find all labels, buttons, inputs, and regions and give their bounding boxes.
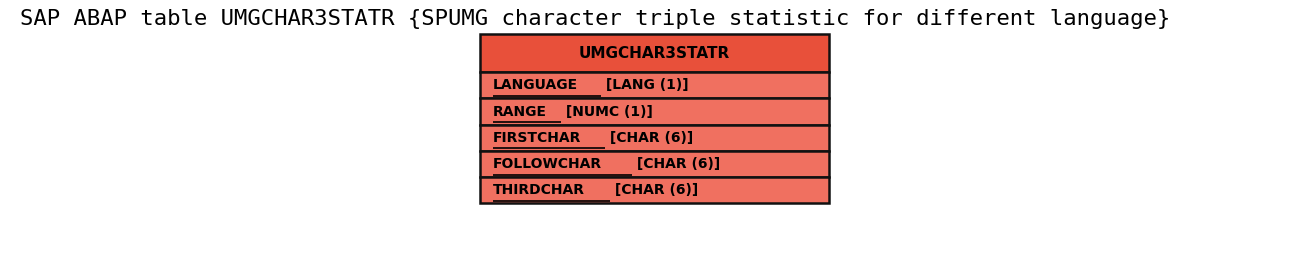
FancyBboxPatch shape xyxy=(479,177,830,203)
FancyBboxPatch shape xyxy=(479,98,830,125)
FancyBboxPatch shape xyxy=(479,72,830,98)
FancyBboxPatch shape xyxy=(479,125,830,151)
FancyBboxPatch shape xyxy=(479,34,830,72)
Text: FOLLOWCHAR: FOLLOWCHAR xyxy=(492,157,602,171)
Text: FIRSTCHAR: FIRSTCHAR xyxy=(492,131,581,145)
Text: LANGUAGE: LANGUAGE xyxy=(492,78,577,92)
FancyBboxPatch shape xyxy=(479,151,830,177)
Text: [LANG (1)]: [LANG (1)] xyxy=(601,78,689,92)
Text: [CHAR (6)]: [CHAR (6)] xyxy=(632,157,720,171)
Text: [CHAR (6)]: [CHAR (6)] xyxy=(610,183,698,197)
Text: UMGCHAR3STATR: UMGCHAR3STATR xyxy=(579,46,730,61)
Text: [NUMC (1)]: [NUMC (1)] xyxy=(562,104,653,118)
Text: THIRDCHAR: THIRDCHAR xyxy=(492,183,585,197)
Text: SAP ABAP table UMGCHAR3STATR {SPUMG character triple statistic for different lan: SAP ABAP table UMGCHAR3STATR {SPUMG char… xyxy=(20,9,1170,29)
Text: RANGE: RANGE xyxy=(492,104,547,118)
Text: [CHAR (6)]: [CHAR (6)] xyxy=(605,131,694,145)
